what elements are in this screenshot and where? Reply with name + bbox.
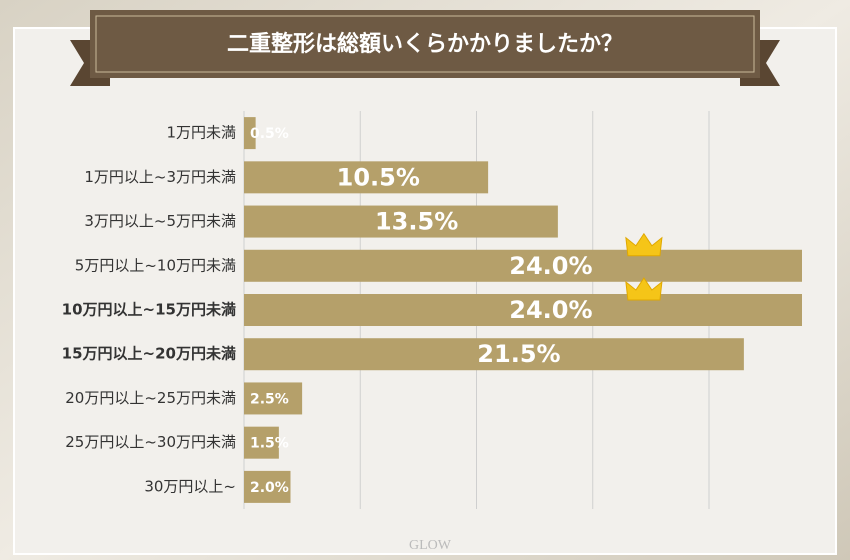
value-label: 13.5% xyxy=(375,208,458,236)
value-label: 1.5% xyxy=(250,436,289,452)
y-tick-label: 30万円以上~ xyxy=(144,477,236,495)
y-tick-label: 10万円以上~15万円未満 xyxy=(62,301,236,319)
title-frame xyxy=(95,15,755,73)
crown-icon xyxy=(625,277,663,301)
bar xyxy=(244,249,802,282)
y-tick-label: 1万円以上~3万円未満 xyxy=(84,168,236,186)
crown-icon xyxy=(625,232,663,257)
bar xyxy=(244,382,303,415)
y-tick-label: 25万円以上~30万円未満 xyxy=(65,433,236,451)
bar xyxy=(244,294,802,326)
logo: GLOW xyxy=(409,538,452,553)
bar xyxy=(244,205,558,238)
plot: 1万円未満 0.5% 1万円以上~3万円未満 10.5% 3万円以上~5万円未満 13.5… xyxy=(62,111,802,509)
y-tick-label: 5万円以上~10万円未満 xyxy=(75,256,236,274)
y-tick-label: 20万円以上~25万円未満 xyxy=(65,389,236,407)
chart-title: 二重整形は総額いくらかかりましたか？ xyxy=(227,31,623,57)
value-label: 2.0% xyxy=(250,480,289,496)
y-tick-label: 1万円未満 xyxy=(166,124,236,142)
value-label: 2.5% xyxy=(250,391,289,407)
bar xyxy=(244,338,744,371)
y-tick-label: 15万円以上~20万円未満 xyxy=(62,345,236,363)
y-tick-label: 3万円以上~5万円未満 xyxy=(84,212,236,230)
panel xyxy=(13,27,837,555)
value-label: 24.0% xyxy=(509,296,592,324)
bar xyxy=(244,470,291,503)
title-banner xyxy=(90,10,760,78)
value-label: 10.5% xyxy=(337,163,420,191)
value-label: 0.5% xyxy=(250,126,289,142)
bar xyxy=(244,161,489,194)
bar xyxy=(244,426,279,459)
value-label: 21.5% xyxy=(477,340,560,368)
bar xyxy=(244,117,256,150)
value-label: 24.0% xyxy=(509,252,592,280)
